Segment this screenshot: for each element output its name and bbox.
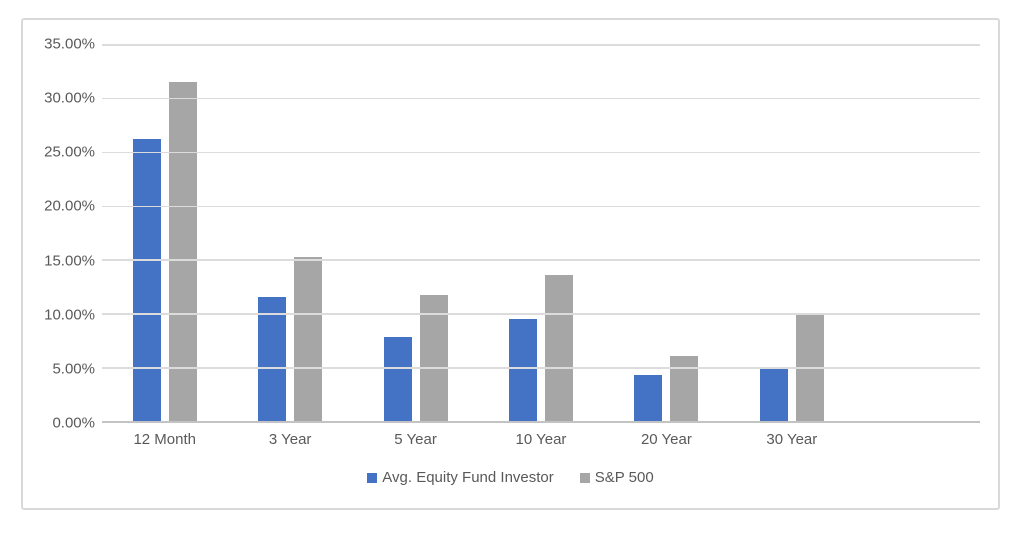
x-axis-label: 30 Year: [766, 431, 818, 448]
y-tick-label: 15.00%: [44, 252, 95, 270]
category-cell: [729, 44, 854, 421]
legend: Avg. Equity Fund Investor S&P 500: [23, 469, 998, 486]
bar-avg-equity-fund-investor: [383, 337, 412, 421]
bar-s-p-500: [544, 274, 573, 421]
x-axis-label: 5 Year: [394, 431, 437, 448]
bar-avg-equity-fund-investor: [759, 366, 788, 421]
bar-s-p-500: [419, 294, 448, 421]
bar-s-p-500: [670, 355, 699, 421]
x-axis-label: 20 Year: [640, 431, 692, 448]
gridline: [102, 313, 980, 315]
y-tick-label: 30.00%: [44, 89, 95, 107]
category-cell: [353, 44, 478, 421]
bar-avg-equity-fund-investor: [132, 139, 161, 421]
y-axis-labels: 35.00% 30.00% 25.00% 20.00% 15.00% 10.00% 5.00…: [23, 37, 95, 431]
category-cell: [102, 44, 227, 421]
category-cell: [604, 44, 729, 421]
bar-s-p-500: [168, 81, 197, 421]
chart-frame: 35.00% 30.00% 25.00% 20.00% 15.00% 10.00% 5.00…: [21, 18, 1000, 510]
x-axis-label-empty: [855, 431, 980, 448]
legend-label: S&P 500: [594, 469, 654, 486]
gridline: [102, 97, 980, 100]
category-cell: [478, 44, 603, 421]
y-tick-label: 0.00%: [52, 414, 95, 432]
gridline: [102, 151, 980, 154]
gridline: [102, 259, 980, 261]
bar-avg-equity-fund-investor: [508, 319, 537, 421]
y-tick-label: 10.00%: [44, 306, 95, 324]
y-tick-label: 35.00%: [44, 35, 95, 53]
category-cell: [855, 44, 980, 421]
x-axis-label: 12 Month: [133, 431, 196, 448]
gridline: [102, 205, 980, 208]
x-axis-label: 10 Year: [515, 431, 567, 448]
y-tick-label: 5.00%: [52, 360, 95, 378]
bar-s-p-500: [294, 256, 323, 421]
gridline: [102, 367, 980, 369]
legend-swatch-icon: [367, 472, 378, 483]
legend-label: Avg. Equity Fund Investor: [382, 469, 554, 486]
legend-swatch-icon: [579, 472, 590, 483]
legend-item: S&P 500: [579, 469, 654, 486]
legend-item: Avg. Equity Fund Investor: [367, 469, 554, 486]
plot-area: [102, 44, 980, 423]
bar-avg-equity-fund-investor: [258, 297, 287, 421]
bars-row: [102, 44, 980, 421]
x-axis-labels: 12 Month 3 Year 5 Year 10 Year 20 Year 30 Yea…: [102, 431, 980, 448]
y-tick-label: 25.00%: [44, 143, 95, 161]
category-cell: [227, 44, 352, 421]
bar-avg-equity-fund-investor: [634, 375, 663, 421]
y-tick-label: 20.00%: [44, 197, 95, 215]
gridline: [102, 44, 980, 46]
x-axis-label: 3 Year: [268, 431, 312, 448]
